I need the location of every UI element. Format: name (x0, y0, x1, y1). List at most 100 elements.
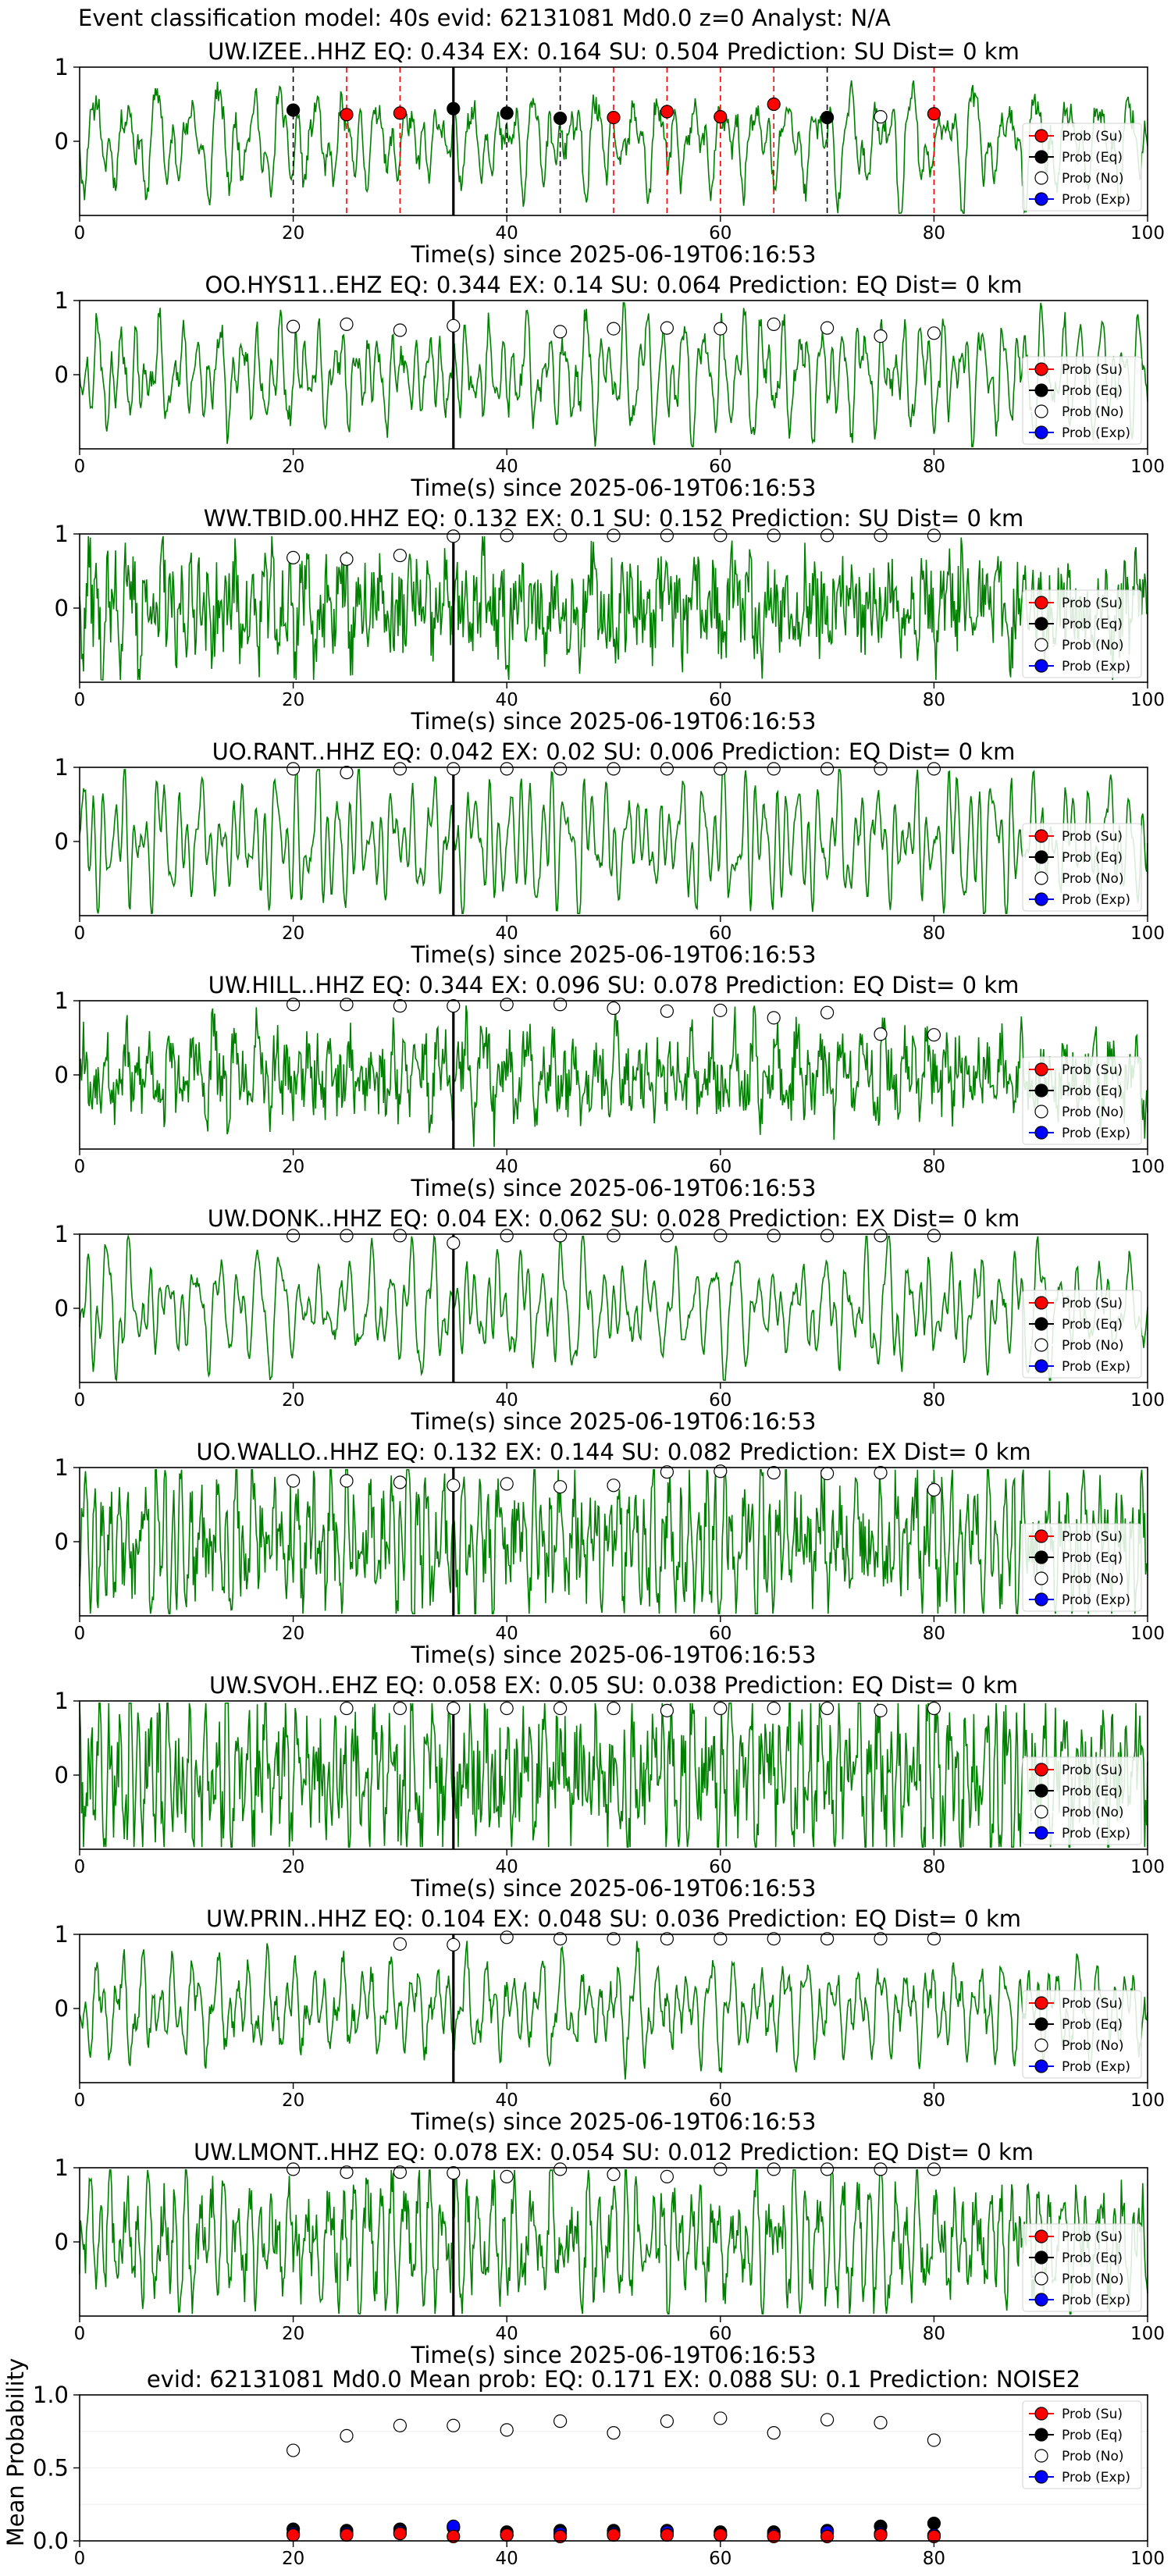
legend-marker-eq (1034, 2428, 1048, 2442)
legend-label-exp: Prob (Exp) (1062, 1592, 1130, 1608)
panel-title: OO.HYS11..EHZ EQ: 0.344 EX: 0.14 SU: 0.0… (205, 272, 1023, 298)
prob-marker-no (500, 1930, 514, 1944)
legend-marker-eq (1034, 1784, 1048, 1798)
prob-marker-no (447, 1478, 461, 1493)
legend-marker-su (1034, 2407, 1048, 2421)
prob-marker-no (447, 999, 461, 1013)
x-axis-label: Time(s) since 2025-06-19T06:16:53 (411, 2108, 817, 2135)
waveform-trace (79, 1941, 1148, 2080)
mean-prob-marker-su (767, 2529, 781, 2543)
legend-marker-exp (1034, 1359, 1048, 1373)
prob-marker-eq (500, 106, 514, 120)
panel-title: UW.HILL..HHZ EQ: 0.344 EX: 0.096 SU: 0.0… (208, 972, 1020, 998)
prob-marker-no (927, 762, 941, 776)
mean-prob-marker-no (447, 2418, 461, 2432)
legend-marker-su (1034, 2229, 1048, 2243)
prob-marker-no (500, 998, 514, 1012)
legend-label-no: Prob (No) (1062, 171, 1124, 187)
legend-label-no: Prob (No) (1062, 2449, 1124, 2464)
y-tick-label: 1 (55, 2154, 69, 2181)
mean-prob-marker-su (874, 2528, 888, 2542)
station-panel-8: UW.SVOH..EHZ EQ: 0.058 EX: 0.05 SU: 0.03… (55, 1672, 1165, 1902)
x-tick-label: 40 (496, 1624, 518, 1644)
prob-marker-no (393, 1475, 408, 1489)
prob-marker-no (500, 1229, 514, 1243)
x-tick-label: 80 (923, 223, 945, 244)
prob-marker-no (874, 762, 888, 776)
x-axis-label: Time(s) since 2025-06-19T06:16:53 (411, 941, 817, 968)
prob-marker-no (340, 317, 354, 331)
legend-label-exp: Prob (Exp) (1062, 2293, 1130, 2308)
prob-marker-no (340, 766, 354, 780)
prob-marker-no (767, 317, 781, 331)
prob-marker-no (820, 1466, 835, 1481)
y-tick-label: 0 (55, 828, 69, 855)
x-tick-label: 40 (496, 1390, 518, 1411)
legend-label-su: Prob (Su) (1062, 1062, 1123, 1078)
x-axis-label: Time(s) since 2025-06-19T06:16:53 (411, 1408, 817, 1435)
legend-label-su: Prob (Su) (1062, 1296, 1123, 1311)
waveform-trace (79, 769, 1148, 915)
mean-probability-panel: evid: 62131081 Md0.0 Mean prob: EQ: 0.17… (2, 2358, 1165, 2569)
prob-marker-no (660, 1703, 674, 1717)
x-axis-label: Time(s) since 2025-06-19T06:16:53 (411, 241, 817, 268)
prob-marker-no (820, 1005, 835, 1019)
x-tick-label: 80 (923, 1157, 945, 1177)
x-tick-label: 60 (709, 690, 731, 710)
prob-marker-no (714, 2162, 728, 2176)
prob-marker-no (660, 2169, 674, 2183)
x-tick-label: 40 (496, 457, 518, 477)
legend-label-eq: Prob (Eq) (1062, 383, 1123, 399)
prob-marker-no (767, 762, 781, 776)
legend-marker-no (1034, 1805, 1048, 1819)
prob-marker-no (927, 1482, 941, 1497)
x-tick-label: 0 (74, 690, 86, 710)
y-tick-label: 0 (55, 2229, 69, 2255)
prob-marker-no (607, 1701, 621, 1716)
waveform-trace (79, 1005, 1148, 1147)
legend-label-no: Prob (No) (1062, 2272, 1124, 2287)
panel-title: UO.WALLO..HHZ EQ: 0.132 EX: 0.144 SU: 0.… (196, 1439, 1030, 1465)
prob-marker-no (393, 548, 408, 563)
legend-label-eq: Prob (Eq) (1062, 2250, 1123, 2266)
legend-label-eq: Prob (Eq) (1062, 2428, 1123, 2443)
x-tick-label: 0 (74, 2549, 86, 2569)
legend-label-su: Prob (Su) (1062, 2229, 1123, 2245)
prob-marker-no (874, 329, 888, 343)
legend-label-exp: Prob (Exp) (1062, 192, 1130, 208)
x-tick-label: 40 (496, 1857, 518, 1877)
x-axis-label: Time(s) since 2025-06-19T06:16:53 (411, 708, 817, 735)
legend-label-no: Prob (No) (1062, 638, 1124, 653)
prob-marker-no (660, 1004, 674, 1018)
legend-box (1022, 1056, 1142, 1145)
legend-marker-su (1034, 1062, 1048, 1076)
station-panel-9: UW.PRIN..HHZ EQ: 0.104 EX: 0.048 SU: 0.0… (55, 1905, 1165, 2135)
x-tick-label: 100 (1130, 690, 1165, 710)
x-tick-label: 100 (1130, 2090, 1165, 2111)
legend-label-exp: Prob (Exp) (1062, 2470, 1130, 2485)
legend-marker-su (1034, 1529, 1048, 1543)
mean-prob-marker-su (607, 2528, 621, 2542)
x-tick-label: 40 (496, 2324, 518, 2344)
prob-marker-no (767, 1011, 781, 1025)
prob-marker-no (340, 552, 354, 566)
x-tick-label: 100 (1130, 2324, 1165, 2344)
prob-marker-no (874, 2162, 888, 2176)
mean-prob-marker-eq (927, 2516, 941, 2531)
x-tick-label: 40 (496, 2090, 518, 2111)
y-tick-label: 1 (55, 1688, 69, 1714)
x-tick-label: 0 (74, 1857, 86, 1877)
panel-title: UW.IZEE..HHZ EQ: 0.434 EX: 0.164 SU: 0.5… (208, 38, 1020, 65)
x-tick-label: 20 (282, 923, 304, 944)
waveform-trace (79, 535, 1148, 681)
panel-title: UW.SVOH..EHZ EQ: 0.058 EX: 0.05 SU: 0.03… (209, 1672, 1018, 1699)
legend-marker-exp (1034, 425, 1048, 439)
prob-marker-no (287, 762, 301, 776)
station-panel-6: UW.DONK..HHZ EQ: 0.04 EX: 0.062 SU: 0.02… (55, 1205, 1165, 1435)
legend-marker-exp (1034, 2059, 1048, 2073)
prob-marker-eq (287, 103, 301, 117)
prob-marker-su (607, 111, 621, 125)
prob-marker-no (340, 2165, 354, 2179)
legend-marker-no (1034, 1571, 1048, 1585)
y-tick-label: 1 (55, 521, 69, 547)
